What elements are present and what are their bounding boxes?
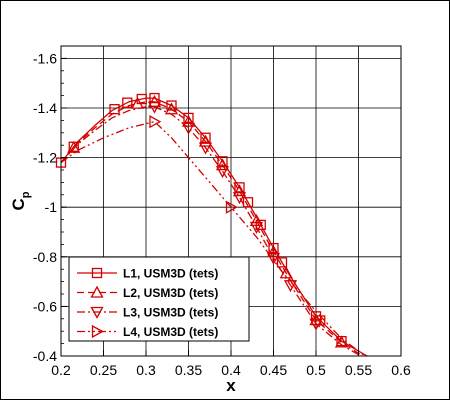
marker-group [55,92,349,348]
legend-marker-1 [91,267,103,279]
y-tick-label: -0.4 [33,348,57,364]
legend-label-3: L3, USM3D (tets) [123,306,218,320]
series-3-marker [232,192,247,205]
y-tick-label: -1.4 [33,100,57,116]
ticks [60,57,402,357]
series-1-marker [217,156,228,167]
series-3-marker [249,221,264,234]
legend-label-4: L4, USM3D (tets) [123,325,218,339]
series-1-marker [200,132,211,143]
series-2-marker [279,266,293,279]
x-tick-labels: 0.2 0.25 0.3 0.35 0.4 0.45 0.5 0.55 0.6 [51,362,411,378]
series-1-marker [242,197,254,208]
series-1-marker [109,104,120,115]
x-tick-label: 0.45 [260,362,287,378]
legend-marker-3 [90,306,104,319]
series-3-marker [283,280,298,293]
series-2-marker [249,213,264,226]
legend-marker-4 [91,324,104,339]
series-3-marker [198,142,213,155]
series-2-marker [147,94,162,107]
legend-label-1: L1, USM3D (tets) [123,267,218,281]
legend-label-2: L2, USM3D (tets) [123,286,218,300]
y-tick-label: -0.6 [33,298,57,314]
y-tick-label: -1 [45,199,58,215]
series-2-marker [266,244,281,257]
legend-marker-2 [90,285,104,298]
series-3-marker [147,101,162,114]
series-1-marker [268,242,279,254]
y-tick-label: -1.2 [33,150,57,166]
series-2-marker [181,114,196,127]
series-1-marker [276,257,288,268]
y-tick-label: -0.8 [33,249,57,265]
series-2-marker [334,335,349,348]
series-2-marker [198,134,213,147]
legend: L1, USM3D (tets) L2, USM3D (tets) L3, USM3… [68,256,250,342]
series-2-marker [215,158,230,171]
series-line-4 [61,120,366,356]
series-1-marker [166,100,177,111]
series-3-marker [215,166,230,179]
x-tick-label: 0.55 [345,362,372,378]
y-axis-label: Cp [9,191,32,210]
series-4-marker [149,115,162,129]
y-tick-labels: -0.4 -0.6 -0.8 -1 -1.2 -1.4 -1.6 [33,50,57,364]
x-tick-label: 0.25 [90,362,117,378]
series-4-marker [225,200,238,214]
series-3-marker [309,318,323,331]
x-tick-label: 0.35 [175,362,202,378]
series-2-marker [164,102,179,115]
y-axis-label-main: C [9,198,28,210]
series-1-marker [183,112,194,124]
series-3-marker [266,252,281,265]
series-3-marker [181,122,196,135]
series-1-marker [122,97,133,108]
x-axis-label: x [226,376,236,395]
x-tick-label: 0.3 [136,362,156,378]
series-2-marker [232,184,247,197]
x-tick-label: 0.2 [51,362,71,378]
series-2-marker [67,140,81,153]
legend-box [68,256,250,342]
y-tick-label: -1.6 [33,50,57,66]
x-tick-label: 0.6 [391,362,411,378]
x-tick-label: 0.5 [306,362,326,378]
svg-text:Cp: Cp [9,191,32,210]
series-2-marker [130,96,145,109]
series-1-marker [234,182,245,193]
y-axis-label-sub: p [20,191,32,198]
x-tick-label: 0.4 [221,362,241,378]
